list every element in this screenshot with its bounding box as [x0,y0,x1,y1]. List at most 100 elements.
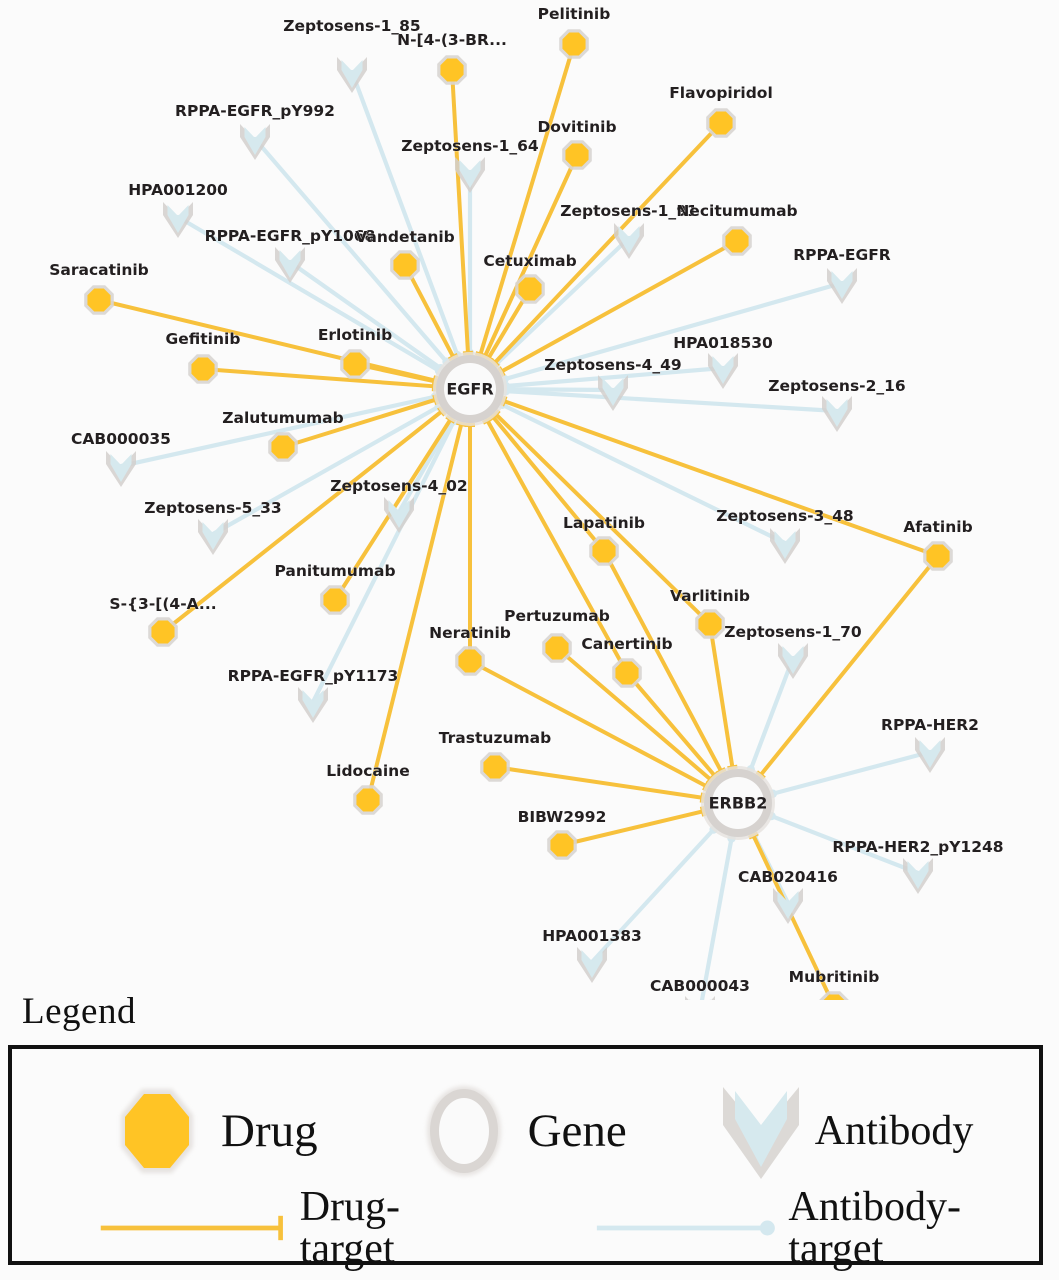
drug-label-canertinib: Canertinib [581,635,672,653]
drug-node-neratinib[interactable] [455,646,485,676]
antibody-node-rppa_egfr[interactable] [827,268,857,304]
chevron-icon [722,1087,799,1179]
antibody-node-zep_1_85[interactable] [337,57,367,93]
antibody-node-cab020416[interactable] [773,888,803,924]
antibody-core [777,891,799,919]
edge-zalutumumab-EGFR [281,397,438,449]
drug-node-bibw2992[interactable] [547,830,577,860]
network-canvas: Zeptosens-1_85 RPPA-EGFR_pY992 Zeptosens-1… [49,5,1004,1000]
antibody-core [826,399,848,427]
antibody-core [712,356,734,384]
drug-node-panitumumab[interactable] [320,585,350,615]
edge-lidocaine-EGFR [366,421,464,802]
drug-node-zalutumumab[interactable] [268,432,298,462]
drug-node-s34a[interactable] [148,617,178,647]
drug-node-lapatinib[interactable] [589,536,619,566]
antibody-label-zep_1_91: Zeptosens-1_91 [560,202,697,220]
antibody-node-rppa_py992[interactable] [240,124,270,160]
drug-core [393,253,417,277]
labels-layer: Zeptosens-1_85 RPPA-EGFR_pY992 Zeptosens-1… [49,5,1004,996]
legend-item-antibody-target: Antibody-target [595,1186,1039,1270]
gene-node-EGFR[interactable] [433,352,507,426]
antibody-node-zep_3_48[interactable] [770,528,800,564]
legend-label-antibody-target: Antibody-target [788,1184,962,1272]
antibody-core [618,226,640,254]
drug-node-cetuximab[interactable] [515,274,545,304]
drug-core [550,833,574,857]
edge-rppa_py992-EGFR [252,136,449,364]
drug-node-trastuzumab[interactable] [480,752,510,782]
antibody-core [388,500,410,528]
drug-core [483,755,507,779]
drug-core [565,143,589,167]
drug-node-mubritinib[interactable] [819,991,849,1000]
drug-node-pertuzumab[interactable] [542,633,572,663]
legend-item-gene: Gene [414,1075,627,1187]
drug-label-afatinib: Afatinib [903,518,972,536]
drug-label-cetuximab: Cetuximab [483,252,576,270]
edge-neratinib-ERBB2 [468,659,709,789]
drug-node-dovitinib[interactable] [562,140,592,170]
drug-label-vandetanib: Vandetanib [355,228,455,246]
antibody-label-hpa001383: HPA001383 [542,927,642,945]
edges-layer [97,42,940,1000]
antibody-label-rppa_egfr_py1173: RPPA-EGFR_pY1173 [228,667,399,685]
antibody-node-rppa_her2_py1248[interactable] [903,858,933,894]
drug-label-pertuzumab: Pertuzumab [504,607,610,625]
edge-zep_4_49-EGFR [503,387,616,393]
antibody-core [907,861,929,889]
drug-label-necitumumab: Necitumumab [676,202,797,220]
antibody-label-zep_1_85: Zeptosens-1_85 [283,17,420,35]
gene-node-ERBB2[interactable] [701,766,775,840]
edge-rppa_py1068-EGFR [287,259,443,371]
antibody-node-rppa_py1068[interactable] [275,247,305,283]
drug-core [191,357,215,381]
edge-pelitinib-EGFR [478,42,576,357]
antibody-node-zep_1_70[interactable] [778,643,808,679]
antibody-label-rppa_her2: RPPA-HER2 [881,716,979,734]
antibody-node-hpa001383[interactable] [577,947,607,983]
drug-label-pelitinib: Pelitinib [538,5,611,23]
gene-label-ERBB2: ERBB2 [709,794,768,813]
antibody-node-zep_1_64[interactable] [455,157,485,193]
drug-node-vandetanib[interactable] [390,250,420,280]
antibody-node-zep_5_33[interactable] [198,519,228,555]
antibody-node-hpa001200[interactable] [163,202,193,238]
antibody-node-zep_4_49[interactable] [598,375,628,411]
drug-core [545,636,569,660]
drug-node-afatinib[interactable] [923,541,953,571]
gene-center [444,363,496,415]
antibody-node-cab000035[interactable] [106,451,136,487]
drug-node-flavopiridol[interactable] [706,108,736,138]
antibody-node-zep_4_02[interactable] [384,497,414,533]
legend-item-antibody: Antibody [713,1075,973,1187]
drug-node-pelitinib[interactable] [559,29,589,59]
drug-node-lidocaine[interactable] [353,785,383,815]
drug-node-varlitinib[interactable] [695,609,725,639]
antibody-node-zep_2_16[interactable] [822,396,852,432]
antibody-node-zep_1_91[interactable] [614,223,644,259]
ring-icon [426,1086,501,1176]
edge-zep_1_91-EGFR [494,235,632,367]
edge-varlitinib-EGFR [493,412,712,626]
antibody-node-cab000043[interactable] [685,996,715,1000]
drug-node-canertinib[interactable] [612,658,642,688]
drug-label-erlotinib: Erlotinib [318,326,392,344]
drug-node-saracatinib[interactable] [84,285,114,315]
edge-rppa_her2_py1248-ERBB2 [769,813,921,876]
antibody-node-rppa_egfr_py1173[interactable] [298,687,328,723]
drug-node-erlotinib[interactable] [340,349,370,379]
drug-node-gefitinib[interactable] [188,354,218,384]
antibody-core [581,950,603,978]
edge-hpa001200-EGFR [175,214,442,373]
drug-core [562,32,586,56]
drug-label-bibw2992: BIBW2992 [518,808,607,826]
edge-lapatinib-ERBB2 [602,549,724,774]
drug-core [698,612,722,636]
edge-zep_1_85-EGFR [349,69,460,358]
antibody-node-rppa_her2[interactable] [915,737,945,773]
drug-node-necitumumab[interactable] [722,226,752,256]
antibody-node-hpa018530[interactable] [708,353,738,389]
drug-node-nbr[interactable] [437,55,467,85]
